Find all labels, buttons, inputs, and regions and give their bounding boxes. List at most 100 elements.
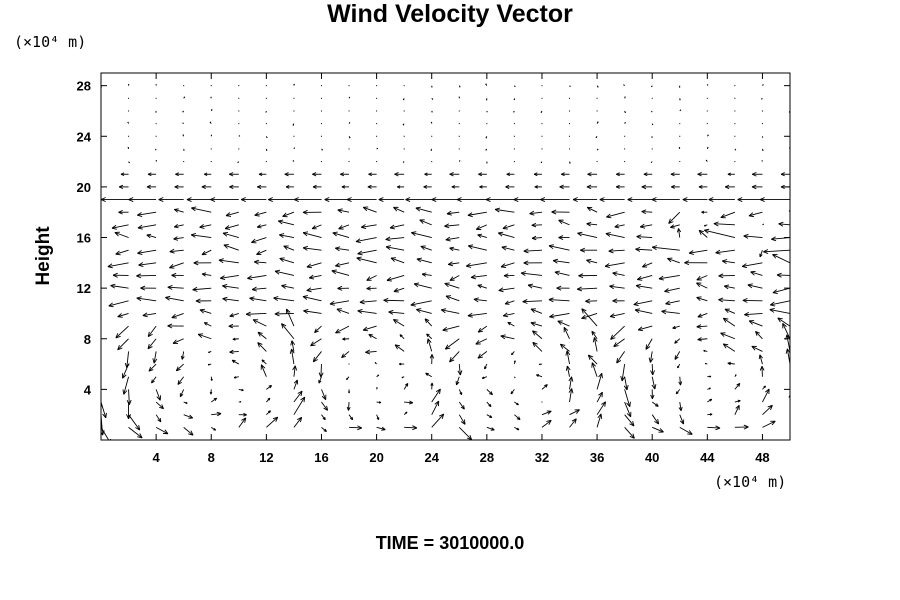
wind-vector — [530, 308, 543, 314]
wind-vector — [596, 161, 598, 163]
wind-vector — [470, 274, 487, 280]
wind-vector — [175, 363, 184, 372]
wind-vector — [447, 261, 460, 267]
wind-vector — [240, 197, 267, 203]
wind-vector — [158, 197, 184, 203]
wind-vector — [505, 184, 515, 189]
wind-vector — [777, 317, 790, 327]
wind-vector — [155, 97, 157, 99]
wind-vector — [411, 231, 432, 238]
wind-vector — [348, 85, 350, 87]
wind-vector — [514, 376, 516, 379]
wind-vector — [679, 135, 681, 137]
wind-vector — [126, 389, 132, 405]
wind-vector — [431, 85, 433, 88]
wind-vector — [722, 259, 735, 265]
wind-vector — [718, 273, 735, 279]
wind-vector — [440, 308, 460, 314]
wind-vector — [140, 285, 157, 291]
wind-vector — [724, 308, 736, 314]
wind-vector — [388, 309, 405, 315]
wind-vector — [376, 414, 380, 420]
wind-vector — [540, 197, 570, 203]
wind-vector — [734, 161, 736, 163]
wind-vector — [664, 287, 680, 293]
wind-vector — [137, 211, 157, 217]
wind-vector — [650, 364, 655, 376]
wind-vector — [167, 285, 184, 290]
wind-vector — [561, 172, 570, 177]
wind-vector — [155, 123, 157, 125]
wind-vector — [431, 135, 433, 137]
wind-vector — [679, 123, 681, 125]
wind-vector — [556, 285, 570, 291]
wind-vector — [268, 197, 294, 203]
wind-vector — [114, 231, 129, 238]
wind-vector — [167, 323, 184, 329]
wind-vector — [755, 331, 763, 340]
wind-vector — [444, 338, 460, 350]
x-tick-label: 8 — [208, 450, 215, 465]
wind-vector — [679, 98, 681, 101]
wind-vector — [532, 341, 543, 352]
wind-vector — [224, 224, 239, 230]
wind-vector — [347, 389, 351, 394]
wind-vector — [456, 197, 487, 203]
wind-vector — [310, 338, 322, 347]
wind-vector — [458, 110, 460, 112]
wind-vector — [734, 399, 741, 403]
wind-vector — [318, 364, 324, 378]
wind-vector — [321, 401, 329, 411]
wind-vector — [385, 236, 405, 242]
wind-vector — [577, 231, 598, 238]
wind-vector — [613, 338, 625, 348]
wind-vector — [718, 297, 735, 303]
wind-vector — [751, 184, 763, 190]
wind-vector — [510, 389, 515, 395]
wind-vector — [612, 298, 625, 304]
wind-vector — [222, 283, 239, 289]
x-tick-label: 36 — [590, 450, 604, 465]
wind-vector — [127, 121, 129, 124]
wind-vector — [748, 211, 763, 218]
wind-vector — [425, 372, 432, 378]
wind-vector — [424, 318, 433, 327]
wind-vector — [651, 97, 653, 99]
wind-vector — [624, 96, 626, 99]
wind-vector — [337, 208, 350, 214]
wind-vector — [458, 148, 460, 150]
wind-vector — [750, 270, 763, 276]
wind-vector — [420, 245, 432, 251]
wind-vector — [431, 110, 433, 113]
wind-vector — [383, 297, 405, 303]
wind-vector — [203, 322, 212, 327]
wind-vector — [532, 330, 543, 340]
wind-vector — [451, 185, 460, 189]
wind-vector — [183, 426, 194, 436]
wind-vector — [458, 401, 465, 410]
wind-vector — [624, 135, 626, 137]
wind-vector — [701, 210, 708, 214]
wind-vector — [696, 324, 708, 329]
wind-vector — [346, 376, 350, 381]
wind-vector — [565, 365, 571, 377]
wind-vector — [466, 262, 487, 268]
wind-vector — [581, 308, 598, 327]
wind-vector — [201, 249, 212, 256]
wind-vector — [201, 184, 212, 190]
x-unit-label: (×10⁴ m) — [714, 473, 787, 491]
wind-vector — [605, 232, 625, 238]
wind-vector — [261, 359, 267, 365]
wind-vector — [220, 275, 239, 281]
wind-vector — [376, 374, 380, 378]
wind-vector — [586, 184, 598, 190]
wind-vector — [737, 197, 763, 203]
wind-vector — [335, 262, 350, 268]
wind-vector — [696, 282, 708, 289]
wind-vector — [514, 414, 521, 421]
wind-vector — [485, 148, 488, 151]
wind-vector — [479, 185, 487, 189]
wind-vector — [554, 270, 570, 276]
wind-vector — [668, 211, 681, 224]
